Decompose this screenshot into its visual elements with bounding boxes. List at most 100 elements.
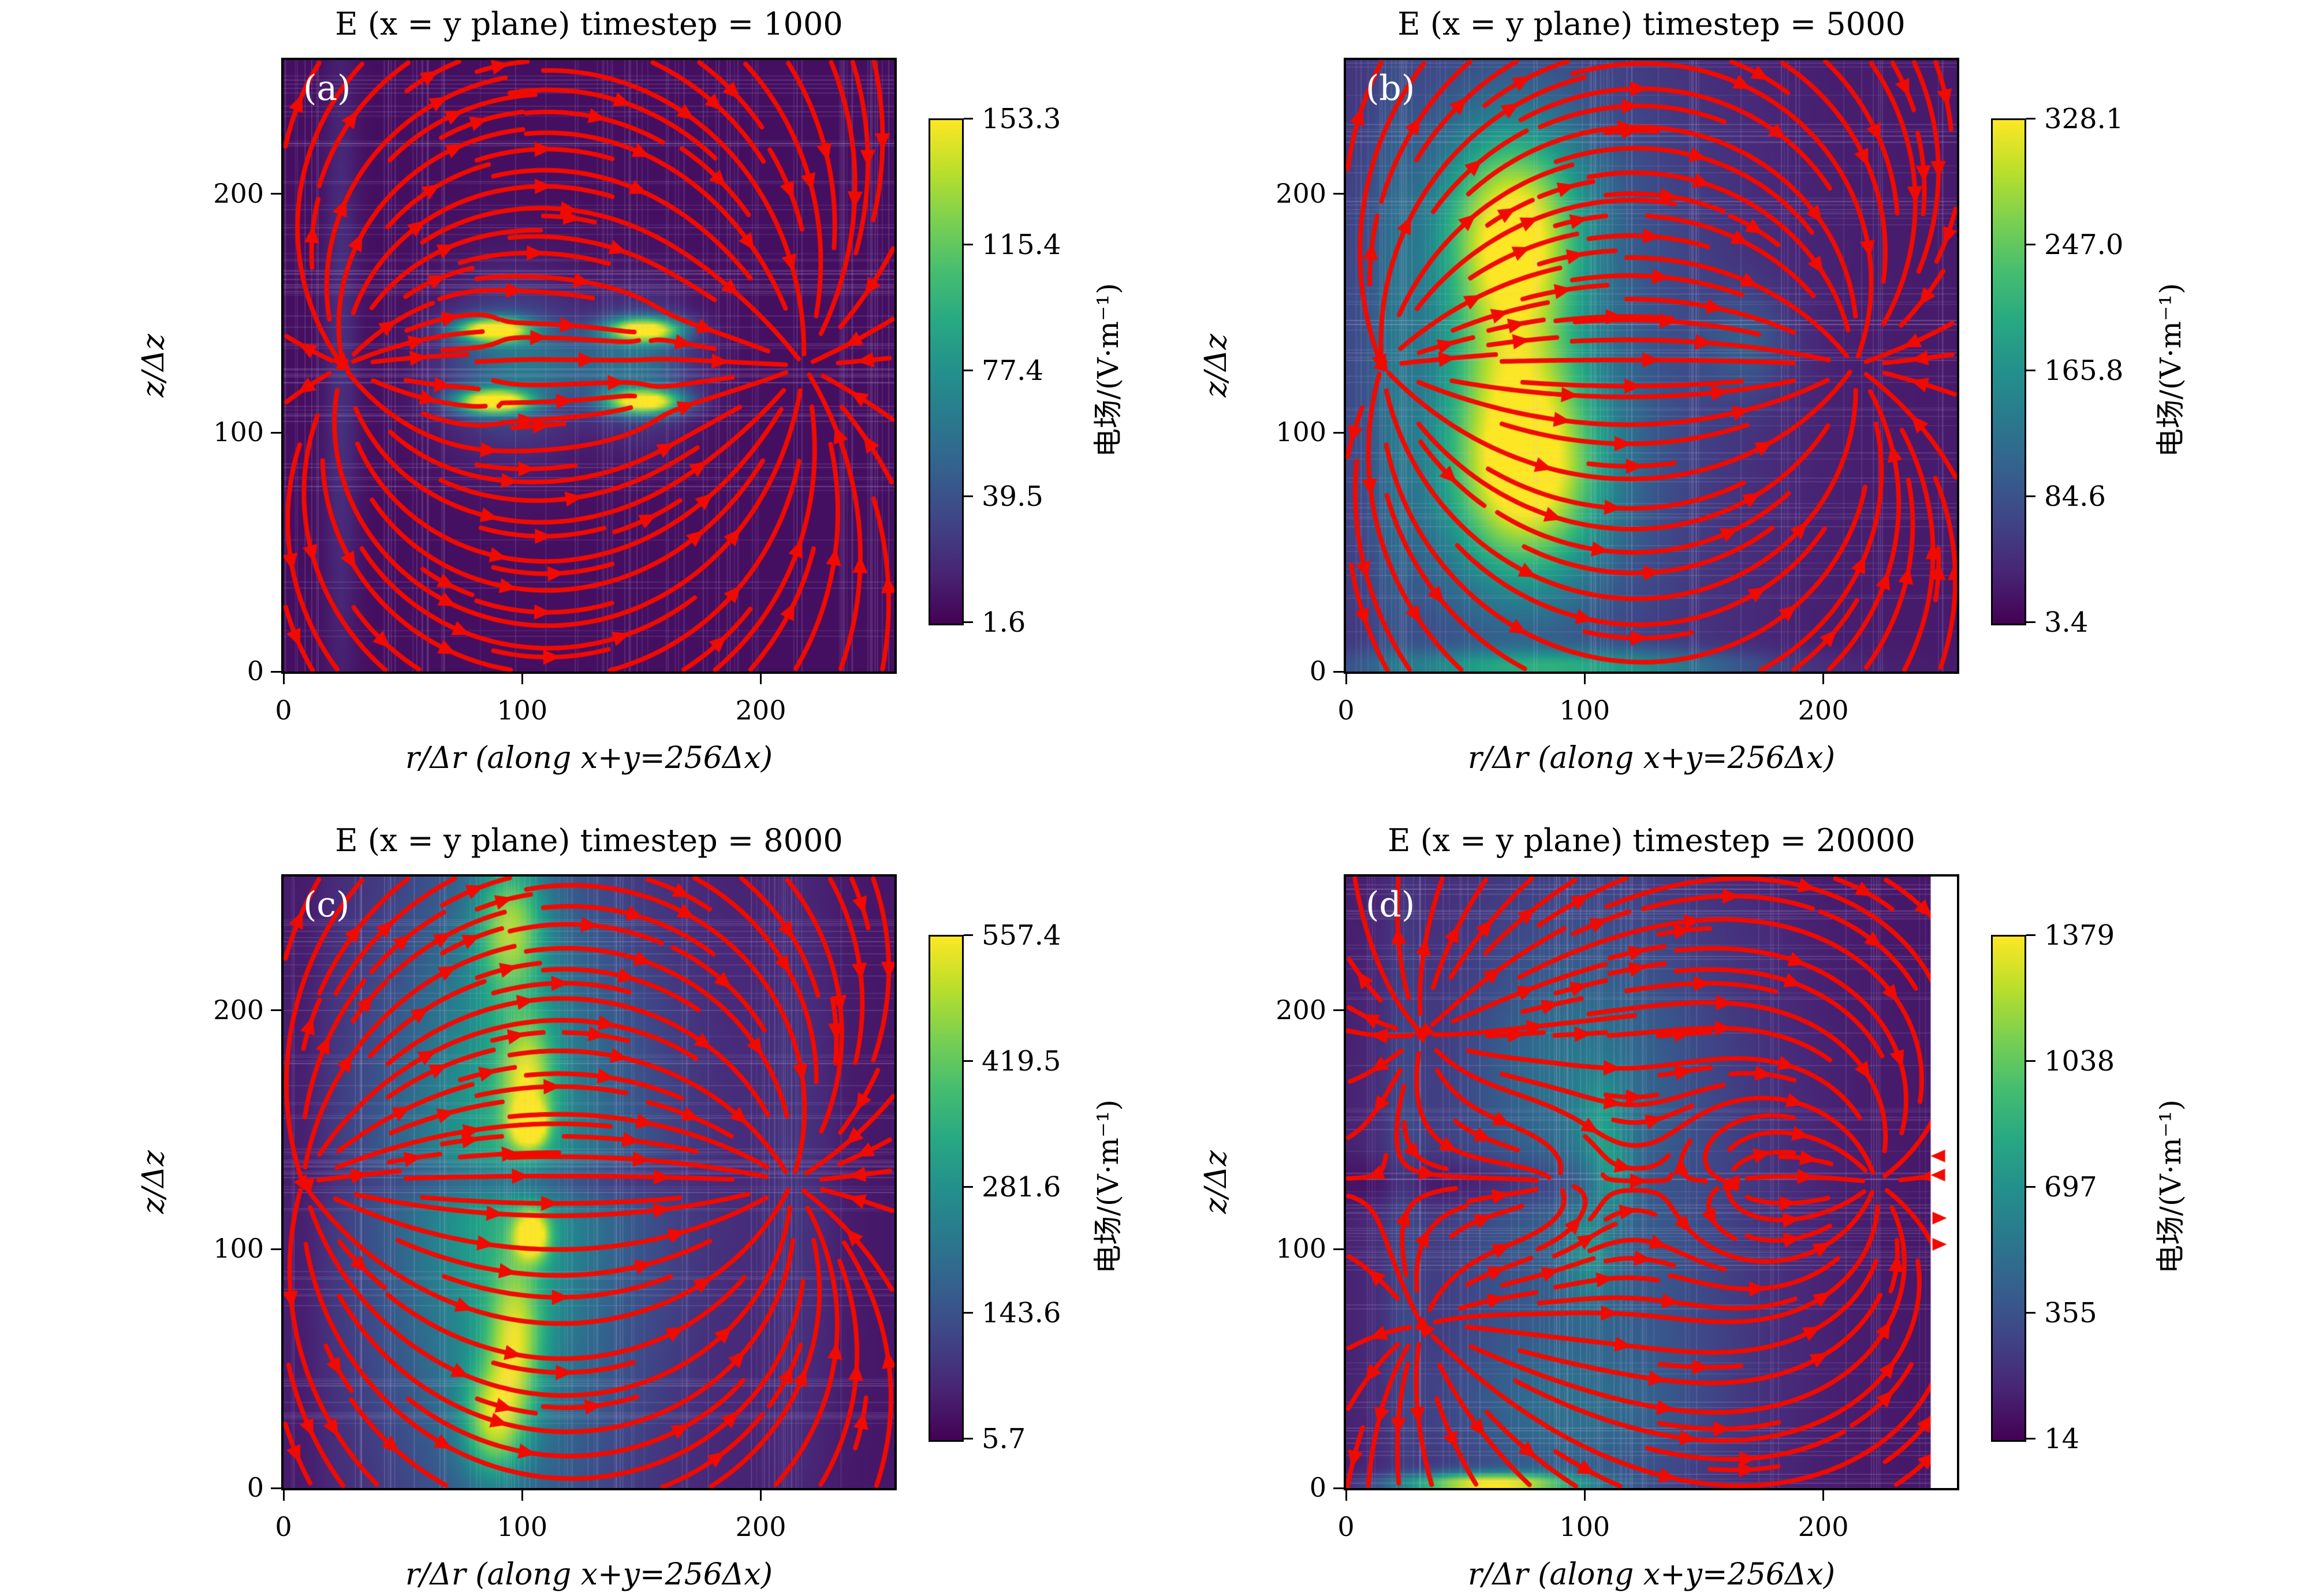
y-tick-label: 200 — [1276, 177, 1326, 209]
colorbar-tick-label: 84.6 — [2044, 480, 2106, 513]
subplot-d-panel-label: (d) — [1366, 885, 1415, 925]
y-tick-mark — [271, 1487, 281, 1489]
y-tick-mark — [1333, 193, 1344, 195]
heatmap-streamplot-canvas-d — [1346, 877, 1957, 1488]
subplot-b-axes: (b) — [1344, 58, 1959, 674]
colorbar-tick-mark — [2026, 1311, 2035, 1314]
x-tick-mark — [1345, 1490, 1347, 1501]
colorbar-tick-label: 165.8 — [2044, 355, 2124, 387]
subplot-a-title: E (x = y plane) timestep = 1000 — [335, 6, 843, 42]
x-tick-label: 0 — [1337, 695, 1355, 726]
colorbar-tick-label: 77.4 — [982, 355, 1043, 387]
colorbar-tick-label: 5.7 — [982, 1423, 1026, 1455]
y-tick-mark — [1333, 670, 1344, 673]
colorbar-tick-label: 557.4 — [982, 919, 1061, 952]
colorbar-c — [929, 935, 964, 1442]
subplot-d-axes: (d) — [1344, 874, 1959, 1490]
y-tick-label: 100 — [1276, 1233, 1326, 1265]
x-tick-label: 200 — [735, 695, 786, 726]
colorbar-tick-label: 355 — [2044, 1297, 2097, 1329]
y-tick-label: 200 — [1276, 994, 1326, 1026]
colorbar-tick-mark — [964, 369, 973, 371]
colorbar-tick-mark — [2026, 1060, 2035, 1062]
y-tick-mark — [1333, 1487, 1344, 1489]
y-tick-label: 200 — [213, 177, 264, 209]
x-tick-mark — [760, 1490, 762, 1501]
y-tick-mark — [271, 1009, 281, 1012]
colorbar-tick-label: 115.4 — [982, 229, 1061, 261]
heatmap-streamplot-canvas-a — [284, 60, 894, 672]
x-tick-mark — [282, 1490, 285, 1501]
colorbar-tick-label: 1038 — [2044, 1045, 2115, 1077]
x-tick-mark — [521, 674, 523, 684]
x-tick-label: 200 — [735, 1511, 786, 1542]
y-tick-label: 0 — [247, 1472, 264, 1503]
y-tick-mark — [271, 1248, 281, 1250]
subplot-a-panel-label: (a) — [303, 68, 351, 109]
colorbar-b — [1991, 118, 2026, 625]
colorbar-tick-mark — [2026, 117, 2035, 120]
colorbar-tick-mark — [2026, 621, 2035, 623]
colorbar-tick-mark — [964, 1311, 973, 1314]
subplot-c-xlabel: r/Δr (along x+y=256Δx) — [405, 1557, 773, 1592]
x-tick-mark — [521, 1490, 523, 1501]
x-tick-mark — [1345, 674, 1347, 684]
colorbar-tick-mark — [2026, 243, 2035, 245]
x-tick-mark — [1822, 674, 1825, 684]
x-tick-label: 100 — [1559, 695, 1610, 726]
colorbar-tick-label: 39.5 — [982, 480, 1043, 513]
x-tick-label: 0 — [275, 695, 292, 726]
colorbar-tick-mark — [2026, 1437, 2035, 1440]
subplot-b-xlabel: r/Δr (along x+y=256Δx) — [1467, 741, 1836, 775]
x-tick-mark — [1822, 1490, 1825, 1501]
subplot-d-title: E (x = y plane) timestep = 20000 — [1388, 822, 1915, 859]
colorbar-tick-label: 697 — [2044, 1171, 2097, 1203]
colorbar-tick-mark — [964, 621, 973, 623]
colorbar-d — [1991, 935, 2026, 1442]
x-tick-label: 100 — [497, 695, 548, 726]
x-tick-mark — [760, 674, 762, 684]
colorbar-a — [929, 118, 964, 625]
colorbar-tick-mark — [2026, 369, 2035, 371]
x-tick-label: 200 — [1798, 695, 1849, 726]
y-tick-label: 100 — [213, 416, 264, 448]
y-tick-mark — [271, 670, 281, 673]
heatmap-streamplot-canvas-b — [1346, 60, 1957, 672]
y-tick-mark — [271, 193, 281, 195]
subplot-c-title: E (x = y plane) timestep = 8000 — [335, 822, 843, 859]
x-tick-mark — [1583, 1490, 1586, 1501]
x-tick-label: 100 — [1559, 1511, 1610, 1542]
colorbar-tick-label: 1.6 — [982, 606, 1026, 639]
colorbar-tick-mark — [964, 1060, 973, 1062]
colorbar-tick-label: 419.5 — [982, 1045, 1061, 1077]
colorbar-tick-mark — [964, 495, 973, 497]
colorbar-tick-mark — [964, 243, 973, 245]
subplot-d-xlabel: r/Δr (along x+y=256Δx) — [1467, 1557, 1836, 1592]
x-tick-mark — [282, 674, 285, 684]
y-tick-mark — [1333, 1248, 1344, 1250]
colorbar-tick-label: 1379 — [2044, 919, 2115, 952]
subplot-b-panel-label: (b) — [1366, 68, 1415, 109]
subplot-a-axes: (a) — [281, 58, 897, 674]
colorbar-tick-mark — [2026, 495, 2035, 497]
y-tick-label: 0 — [247, 655, 264, 687]
y-tick-label: 100 — [213, 1233, 264, 1265]
x-tick-label: 0 — [275, 1511, 292, 1542]
subplot-c-panel-label: (c) — [303, 885, 350, 925]
colorbar-tick-label: 153.3 — [982, 103, 1061, 135]
colorbar-tick-label: 328.1 — [2044, 103, 2124, 135]
y-tick-mark — [271, 431, 281, 434]
colorbar-tick-label: 3.4 — [2044, 606, 2089, 639]
y-tick-label: 200 — [213, 994, 264, 1026]
x-tick-mark — [1583, 674, 1586, 684]
y-tick-mark — [1333, 1009, 1344, 1012]
y-tick-label: 0 — [1309, 1472, 1326, 1503]
colorbar-tick-label: 247.0 — [2044, 229, 2124, 261]
colorbar-tick-mark — [964, 117, 973, 120]
subplot-b-title: E (x = y plane) timestep = 5000 — [1397, 6, 1906, 42]
y-tick-label: 0 — [1309, 655, 1326, 687]
colorbar-tick-label: 281.6 — [982, 1171, 1061, 1203]
colorbar-tick-mark — [2026, 1185, 2035, 1188]
x-tick-label: 0 — [1337, 1511, 1355, 1542]
